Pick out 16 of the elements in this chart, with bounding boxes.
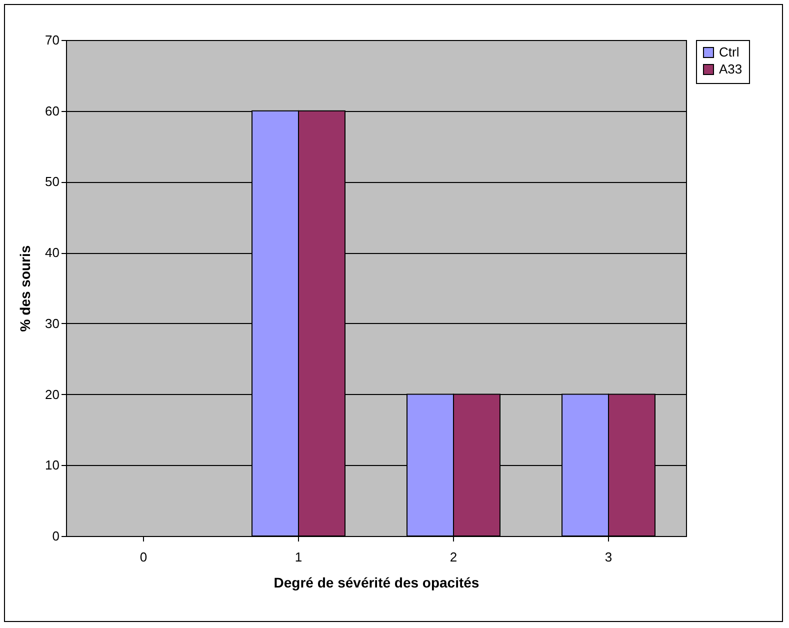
- legend-label: Ctrl: [719, 44, 740, 60]
- y-tick-label: 40: [45, 245, 60, 260]
- y-tick-label: 0: [52, 528, 60, 544]
- y-tick-label: 70: [45, 32, 60, 48]
- x-axis-title: Degré de sévérité des opacités: [274, 574, 480, 590]
- y-axis-title: % des souris: [17, 245, 34, 332]
- y-tick-label: 10: [45, 458, 60, 473]
- legend-label: A33: [719, 62, 742, 76]
- y-tick-label: 50: [45, 174, 60, 190]
- x-tick-label: 1: [294, 550, 302, 564]
- y-tick-label: 30: [45, 316, 60, 331]
- y-tick-label: 60: [45, 103, 60, 118]
- x-tick-label: 2: [450, 550, 458, 564]
- y-tick-label: 20: [45, 386, 60, 402]
- x-tick-label: 3: [604, 550, 612, 564]
- x-tick-label: 0: [140, 550, 148, 564]
